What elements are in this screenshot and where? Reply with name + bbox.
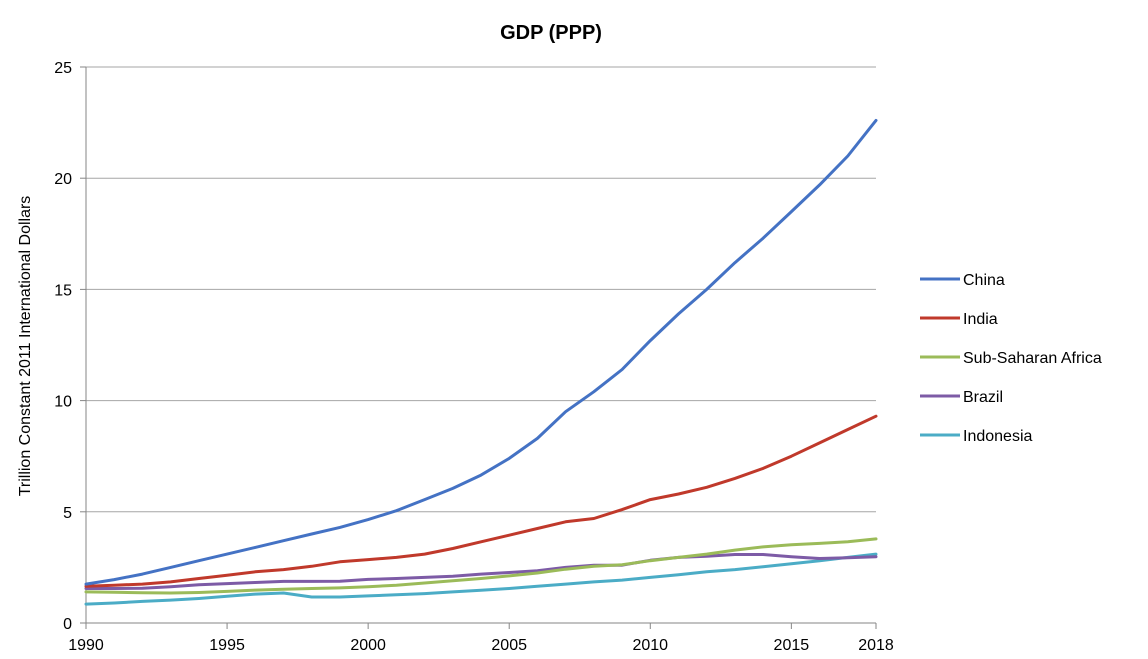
gridlines (86, 66, 876, 513)
y-tick-label-10: 10 (54, 394, 72, 411)
y-tick-label-20: 20 (54, 171, 72, 188)
legend-label-india: India (963, 311, 998, 328)
legend-item-china: China (920, 272, 1005, 289)
legend-item-indonesia: Indonesia (920, 428, 1032, 445)
x-tick-label-2010: 2010 (632, 637, 668, 654)
series-line-sub-saharan-africa (84, 537, 878, 595)
y-tick-label-0: 0 (63, 616, 72, 633)
chart-title: GDP (PPP) (500, 22, 602, 44)
x-tick-label-2018: 2018 (858, 637, 894, 654)
x-tick-label-2005: 2005 (491, 637, 527, 654)
x-tick-label-1990: 1990 (68, 637, 104, 654)
legend-label-brazil: Brazil (963, 389, 1003, 406)
x-tick-label-1995: 1995 (209, 637, 245, 654)
series-line-india (84, 414, 878, 588)
x-tick-label-2000: 2000 (350, 637, 386, 654)
legend-item-brazil: Brazil (920, 389, 1003, 406)
series-lines (84, 118, 878, 606)
axes (80, 66, 877, 629)
legend: China India Sub-Saharan Africa Brazil Indone… (920, 272, 1102, 445)
legend-label-sub-saharan-africa: Sub-Saharan Africa (963, 350, 1102, 367)
x-tick-labels: 1990 1995 2000 2005 2010 2015 2018 (68, 637, 894, 654)
series-line-brazil (84, 553, 878, 590)
y-tick-label-5: 5 (63, 505, 72, 522)
y-tick-label-15: 15 (54, 282, 72, 299)
y-axis-label: Trillion Constant 2011 International Dol… (17, 196, 34, 497)
legend-label-indonesia: Indonesia (963, 428, 1032, 445)
legend-item-sub-saharan-africa: Sub-Saharan Africa (920, 350, 1102, 367)
series-line-indonesia (84, 552, 878, 606)
x-tick-label-2015: 2015 (774, 637, 810, 654)
series-line-china (84, 118, 878, 586)
y-tick-labels: 0 5 10 15 20 25 (54, 60, 72, 633)
legend-label-china: China (963, 272, 1005, 289)
y-tick-label-25: 25 (54, 60, 72, 77)
legend-item-india: India (920, 311, 998, 328)
